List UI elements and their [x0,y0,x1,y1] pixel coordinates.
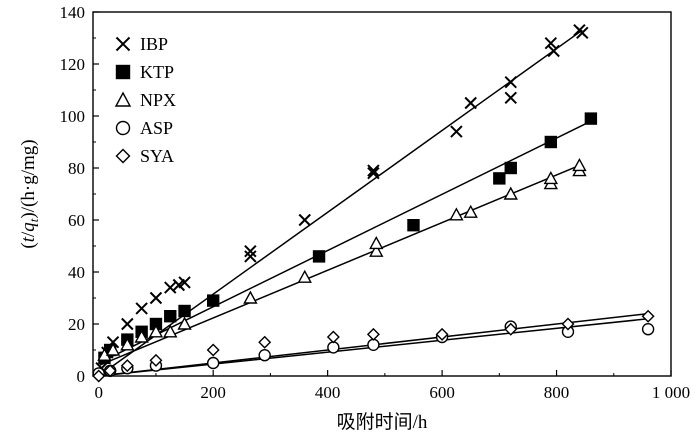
data-point-npx [369,243,384,257]
legend: IBP KTP NPX ASP SYA [114,34,176,166]
data-point-ibp [504,75,517,89]
data-point-sya [149,353,163,367]
x-tick-label: 400 [315,383,341,402]
legend-label: NPX [140,90,176,110]
data-point-sya [258,335,272,349]
data-point-npx [369,235,384,250]
y-tick-label: 100 [60,107,86,126]
data-point-ibp [244,244,257,258]
data-point-sya [561,317,575,331]
data-point-ibp [464,96,477,110]
data-point-ktp [312,250,326,263]
data-point-npx [243,290,258,304]
data-point-npx [572,157,587,172]
legend-marker-sya [115,148,131,164]
legend-marker-ibp [115,36,131,52]
y-tick-label: 60 [68,211,85,230]
data-point-asp [327,341,340,354]
y-tick-label: 40 [68,263,85,282]
data-point-npx [503,186,518,200]
y-tick-label: 0 [77,367,86,386]
data-point-sya [504,322,518,336]
data-point-npx [148,324,164,338]
data-point-sya [92,369,106,383]
data-point-npx [134,329,149,343]
data-point-ktp [164,310,177,323]
legend-marker-ktp [115,64,131,80]
data-point-ibp [367,166,380,180]
data-point-npx [543,170,559,185]
fit-line-ktp [98,120,592,364]
data-point-npx [463,204,478,218]
data-point-sya [326,330,340,344]
fit-line-ibp [98,29,583,377]
legend-label: IBP [140,34,168,54]
data-point-ktp [544,135,558,149]
data-point-asp [367,338,380,351]
data-point-ibp [178,276,191,289]
y-tick-label: 80 [68,159,85,178]
data-point-npx [105,342,121,356]
x-axis-title: 吸附时间/h [337,411,428,433]
data-point-asp [641,323,655,336]
data-point-sya [206,343,220,357]
y-axis-title: (t/qt)/(h·g/mg) [18,139,41,248]
data-point-sya [103,364,117,378]
data-point-ktp [584,112,598,125]
data-point-ibp [544,36,558,50]
data-point-ktp [493,172,506,185]
x-tick-label: 200 [200,383,226,402]
legend-marker-npx [114,91,132,107]
data-point-npx [177,316,192,330]
x-tick-label: 600 [429,383,455,402]
data-point-asp [206,356,220,370]
data-point-ibp [576,26,589,40]
data-point-sya [120,359,134,373]
data-point-ibp [504,91,517,105]
data-point-ibp [121,317,134,331]
data-point-ktp [178,304,191,318]
data-points [92,23,655,383]
data-point-ibp [450,125,463,138]
data-point-ibp [244,250,257,263]
y-tick-label: 20 [68,315,85,334]
data-point-ibp [298,213,311,227]
legend-marker-asp [115,120,131,136]
data-point-npx [297,269,312,283]
x-tick-label: 800 [544,383,570,402]
data-point-npx [449,207,464,221]
x-tick-label: 1 000 [652,383,690,402]
data-point-ibp [367,164,380,177]
data-point-npx [163,324,178,338]
legend-label: KTP [140,62,174,82]
data-point-sya [366,327,380,341]
x-tick-label: 0 [94,383,103,402]
data-point-ibp [135,302,148,315]
y-tick-label: 120 [60,55,86,74]
data-point-ktp [504,161,517,175]
x-axis-ticks: 0 200 400 600 800 1 000 [94,370,690,402]
legend-label: ASP [140,118,173,138]
data-point-sya [641,309,655,323]
data-point-ibp [149,291,163,305]
data-point-npx [120,337,135,351]
data-point-asp [258,349,271,362]
y-tick-label: 140 [60,3,86,22]
data-point-ktp [206,294,220,307]
data-point-ibp [547,44,560,58]
fit-line-npx [98,164,580,367]
data-point-ktp [407,218,420,232]
data-point-ibp [164,281,177,294]
data-point-sya [435,327,449,341]
legend-label: SYA [140,146,174,166]
